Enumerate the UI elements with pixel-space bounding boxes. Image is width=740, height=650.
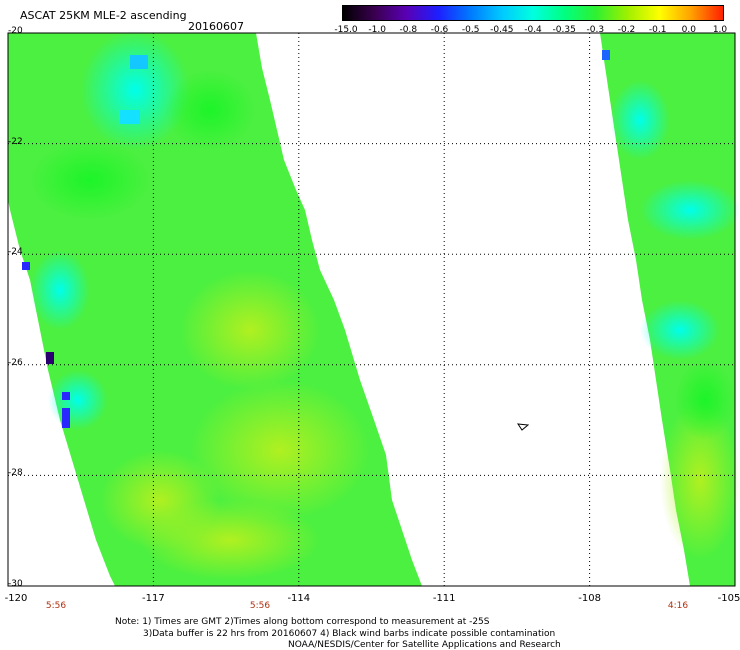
colorbar-label: -0.1 [648,25,667,35]
colorbar-label: -0.45 [490,25,514,35]
colorbar-label: -0.6 [430,25,449,35]
lon-label: -117 [142,593,165,604]
lat-label: -28 [8,468,23,479]
date-label: 20160607 [188,20,244,33]
colorbar-label: -15.0 [334,25,358,35]
left-swath-shading [22,30,370,580]
pass-time-label: 5:56 [45,601,67,611]
island-outline [516,423,530,431]
colorbar-label: -0.4 [524,25,542,35]
note-line-1: Note: 1) Times are GMT 2)Times along bot… [115,617,490,627]
pass-time-label: 5:56 [249,601,271,611]
credit-line: NOAA/NESDIS/Center for Satellite Applica… [288,640,561,650]
lon-label: -105 [717,593,740,604]
title: ASCAT 25KM MLE-2 ascending [20,9,187,22]
colorbar-label: 0.0 [681,25,696,35]
lat-label: -30 [8,579,23,589]
colorbar-label: -0.5 [461,25,480,35]
colorbar [342,5,724,21]
colorbar-label: -0.2 [617,25,636,35]
right-swath-shading [602,50,740,560]
colorbar-label: -0.3 [586,25,605,35]
pass-time-label: 4:16 [667,601,689,611]
colorbar-label: 1.0 [712,25,728,35]
colorbar-label: -0.8 [399,25,418,35]
lon-label: -108 [578,593,601,604]
lat-label: -24 [8,247,23,258]
lon-label: -114 [287,593,311,604]
map-frame [7,32,736,587]
lat-label: -20 [8,26,23,36]
lon-label: -111 [432,593,456,604]
lon-label: -120 [4,593,28,604]
colorbar-label: -1.0 [368,25,386,35]
note-line-2: 3)Data buffer is 22 hrs from 20160607 4)… [143,629,556,639]
lat-label: -26 [8,357,23,368]
colorbar-label: -0.35 [552,25,576,35]
grid-lines [8,33,735,586]
lat-label: -22 [8,136,23,147]
